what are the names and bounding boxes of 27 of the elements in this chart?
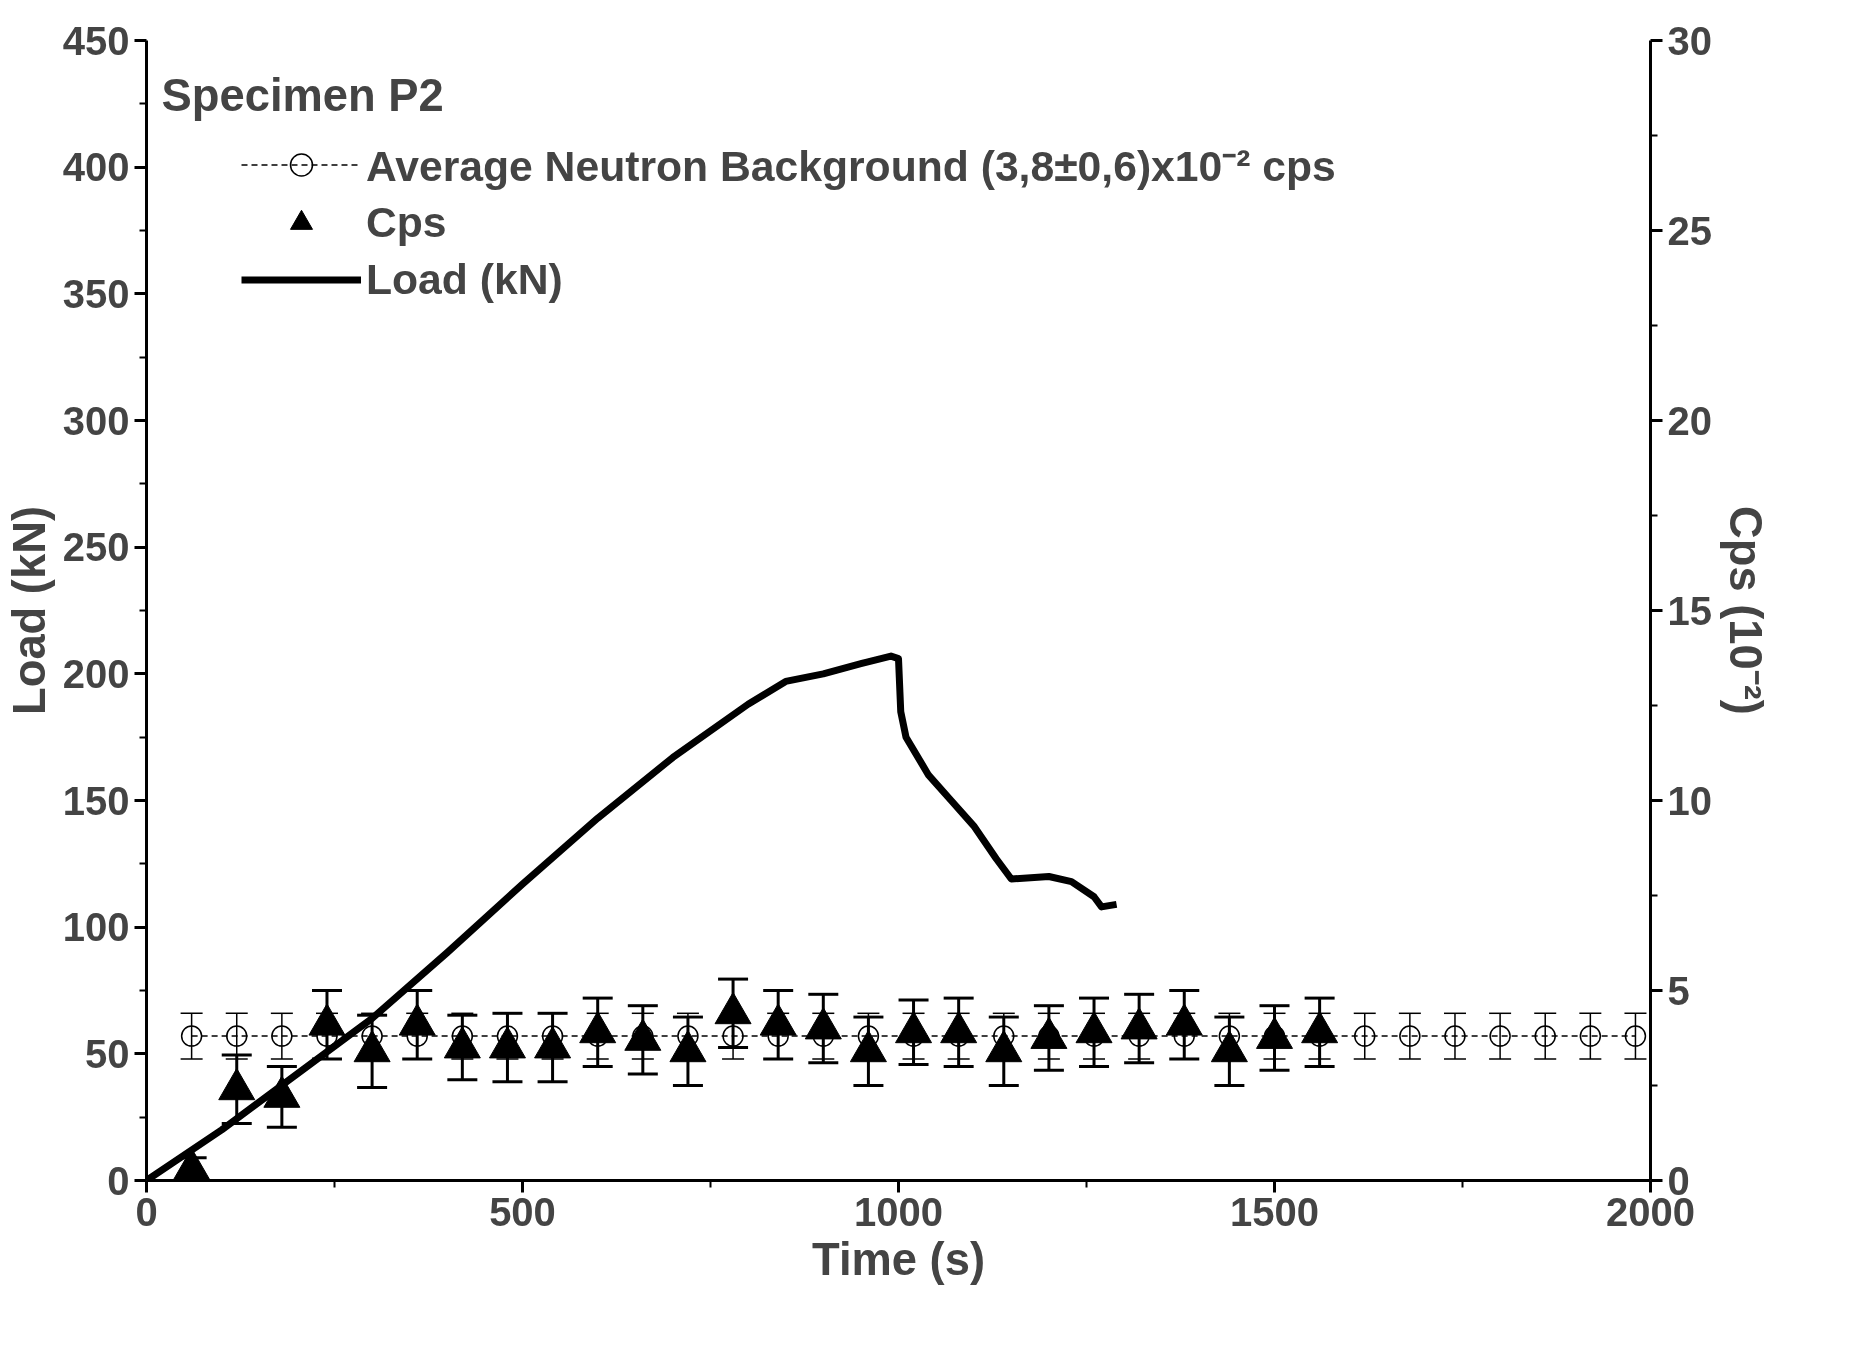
x-tick-label: 1500 bbox=[1230, 1189, 1319, 1234]
x-axis-title: Time (s) bbox=[812, 1233, 985, 1285]
y-tick-label: 450 bbox=[62, 18, 130, 63]
x-tick-label: 500 bbox=[489, 1189, 556, 1234]
y-tick-label: 150 bbox=[62, 778, 130, 823]
y2-tick-label: 15 bbox=[1667, 588, 1712, 633]
y-tick-label: 250 bbox=[62, 525, 130, 570]
y2-tick-label: 30 bbox=[1667, 18, 1712, 63]
legend-label: Average Neutron Background (3,8±0,6)x10⁻² cps bbox=[366, 141, 1336, 192]
y-tick-label: 100 bbox=[62, 905, 130, 950]
text: Specimen P2 bbox=[161, 69, 444, 121]
y2-tick-label: 5 bbox=[1667, 968, 1690, 1013]
y2-tick-label: 10 bbox=[1667, 778, 1712, 823]
y2-axis-title: Cps (10⁻²) bbox=[1719, 506, 1771, 715]
y-axis-title: Load (kN) bbox=[3, 505, 55, 715]
y-tick-label: 400 bbox=[62, 145, 130, 190]
y-tick-label: 0 bbox=[107, 1158, 130, 1203]
y-tick-label: 350 bbox=[62, 271, 130, 316]
y2-tick-label: 25 bbox=[1667, 208, 1712, 253]
y2-tick-label: 20 bbox=[1667, 398, 1712, 443]
legend-label: Cps bbox=[366, 197, 447, 248]
y-tick-label: 50 bbox=[85, 1031, 130, 1076]
x-tick-label: 1000 bbox=[854, 1189, 943, 1234]
y-tick-label: 300 bbox=[62, 398, 130, 443]
x-tick-label: 0 bbox=[135, 1189, 158, 1234]
y-tick-label: 200 bbox=[62, 651, 130, 696]
legend-label: Load (kN) bbox=[366, 254, 563, 305]
